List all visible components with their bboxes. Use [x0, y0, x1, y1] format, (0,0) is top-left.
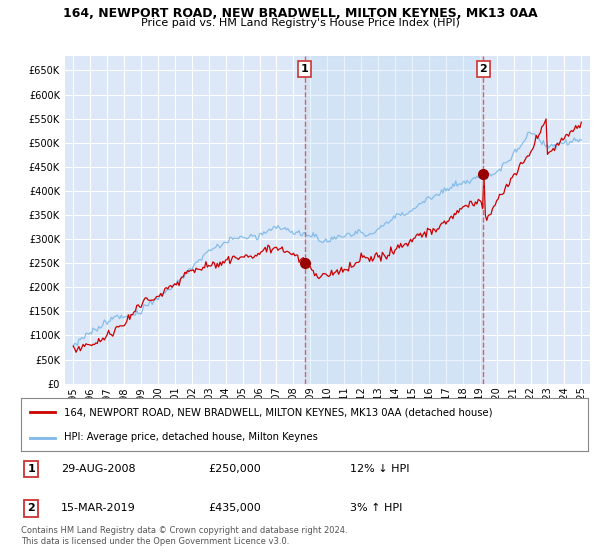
Text: £250,000: £250,000	[208, 464, 261, 474]
Text: 164, NEWPORT ROAD, NEW BRADWELL, MILTON KEYNES, MK13 0AA: 164, NEWPORT ROAD, NEW BRADWELL, MILTON …	[62, 7, 538, 20]
Text: 12% ↓ HPI: 12% ↓ HPI	[350, 464, 409, 474]
Text: 1: 1	[28, 464, 35, 474]
Text: 29-AUG-2008: 29-AUG-2008	[61, 464, 136, 474]
Text: £435,000: £435,000	[208, 503, 261, 513]
Text: 2: 2	[479, 64, 487, 74]
Text: Contains HM Land Registry data © Crown copyright and database right 2024.
This d: Contains HM Land Registry data © Crown c…	[21, 526, 347, 546]
Text: 15-MAR-2019: 15-MAR-2019	[61, 503, 136, 513]
Text: 3% ↑ HPI: 3% ↑ HPI	[350, 503, 402, 513]
Bar	[305, 56, 483, 384]
Text: 2: 2	[28, 503, 35, 513]
Text: 164, NEWPORT ROAD, NEW BRADWELL, MILTON KEYNES, MK13 0AA (detached house): 164, NEWPORT ROAD, NEW BRADWELL, MILTON …	[64, 408, 492, 418]
Text: HPI: Average price, detached house, Milton Keynes: HPI: Average price, detached house, Milt…	[64, 432, 317, 442]
Text: Price paid vs. HM Land Registry's House Price Index (HPI): Price paid vs. HM Land Registry's House …	[140, 18, 460, 29]
Text: 1: 1	[301, 64, 308, 74]
